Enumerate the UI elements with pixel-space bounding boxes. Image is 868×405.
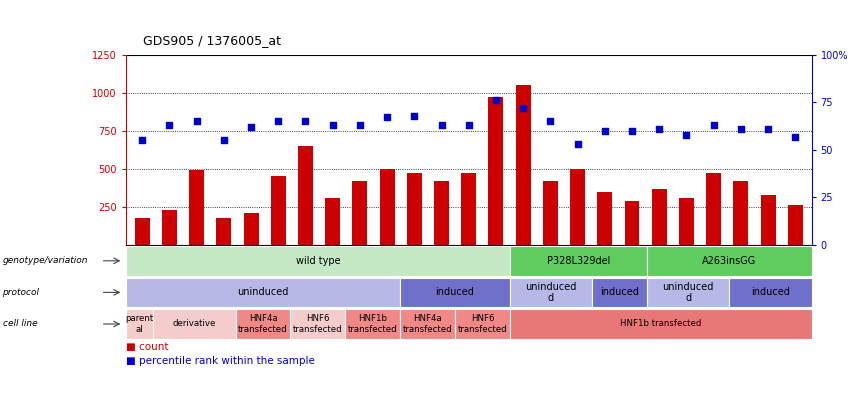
Point bbox=[707, 122, 720, 128]
Text: uninduced: uninduced bbox=[237, 288, 289, 297]
Point bbox=[625, 128, 639, 134]
Bar bbox=[570, 169, 585, 245]
Text: derivative: derivative bbox=[173, 320, 216, 328]
Text: parent
al: parent al bbox=[126, 314, 154, 334]
Point bbox=[680, 131, 694, 138]
Bar bbox=[679, 198, 694, 245]
Point bbox=[380, 114, 394, 121]
Point bbox=[489, 97, 503, 104]
Text: HNF6
transfected: HNF6 transfected bbox=[457, 314, 507, 334]
Bar bbox=[489, 96, 503, 245]
Point bbox=[543, 118, 557, 125]
Bar bbox=[597, 192, 612, 245]
Bar bbox=[516, 85, 530, 245]
Text: ■ count: ■ count bbox=[126, 342, 168, 352]
FancyBboxPatch shape bbox=[400, 309, 455, 339]
Point bbox=[326, 122, 339, 128]
Bar bbox=[733, 181, 748, 245]
FancyBboxPatch shape bbox=[510, 277, 592, 307]
Bar bbox=[788, 205, 803, 245]
Bar bbox=[652, 189, 667, 245]
FancyBboxPatch shape bbox=[126, 277, 400, 307]
Bar bbox=[407, 173, 422, 245]
Text: cell line: cell line bbox=[3, 320, 37, 328]
Point bbox=[272, 118, 286, 125]
Bar bbox=[542, 181, 558, 245]
Point bbox=[244, 124, 258, 130]
Text: uninduced
d: uninduced d bbox=[662, 281, 713, 303]
Point bbox=[190, 118, 204, 125]
FancyBboxPatch shape bbox=[647, 277, 729, 307]
Point bbox=[162, 122, 176, 128]
FancyBboxPatch shape bbox=[291, 309, 345, 339]
Text: uninduced
d: uninduced d bbox=[525, 281, 576, 303]
Bar bbox=[760, 195, 775, 245]
Text: HNF4a
transfected: HNF4a transfected bbox=[238, 314, 288, 334]
Point bbox=[217, 137, 231, 143]
FancyBboxPatch shape bbox=[126, 309, 154, 339]
FancyBboxPatch shape bbox=[400, 277, 510, 307]
Point bbox=[135, 137, 149, 143]
FancyBboxPatch shape bbox=[729, 277, 812, 307]
Text: HNF6
transfected: HNF6 transfected bbox=[293, 314, 343, 334]
Point bbox=[299, 118, 312, 125]
Bar bbox=[135, 217, 149, 245]
Text: protocol: protocol bbox=[3, 288, 40, 297]
Bar bbox=[189, 171, 204, 245]
Bar bbox=[216, 218, 231, 245]
Bar bbox=[461, 173, 477, 245]
Point bbox=[598, 128, 612, 134]
FancyBboxPatch shape bbox=[510, 246, 647, 276]
Point bbox=[462, 122, 476, 128]
Point bbox=[353, 122, 367, 128]
Bar bbox=[271, 177, 286, 245]
FancyBboxPatch shape bbox=[126, 246, 510, 276]
Bar bbox=[244, 213, 259, 245]
Bar bbox=[379, 169, 395, 245]
Text: wild type: wild type bbox=[295, 256, 340, 266]
FancyBboxPatch shape bbox=[647, 246, 812, 276]
Point bbox=[435, 122, 449, 128]
FancyBboxPatch shape bbox=[345, 309, 400, 339]
Text: induced: induced bbox=[751, 288, 790, 297]
Point bbox=[733, 126, 747, 132]
FancyBboxPatch shape bbox=[592, 277, 647, 307]
Text: P328L329del: P328L329del bbox=[547, 256, 610, 266]
Point bbox=[652, 126, 666, 132]
Bar bbox=[326, 198, 340, 245]
Bar bbox=[162, 210, 177, 245]
Point bbox=[516, 105, 530, 111]
FancyBboxPatch shape bbox=[510, 309, 812, 339]
FancyBboxPatch shape bbox=[455, 309, 510, 339]
Text: HNF1b
transfected: HNF1b transfected bbox=[348, 314, 398, 334]
FancyBboxPatch shape bbox=[235, 309, 291, 339]
Bar bbox=[298, 146, 313, 245]
Bar bbox=[624, 201, 640, 245]
Point bbox=[570, 141, 584, 147]
Point bbox=[761, 126, 775, 132]
Text: induced: induced bbox=[436, 288, 475, 297]
Text: A263insGG: A263insGG bbox=[702, 256, 756, 266]
Text: ■ percentile rank within the sample: ■ percentile rank within the sample bbox=[126, 356, 315, 366]
Point bbox=[788, 133, 802, 140]
Point bbox=[407, 112, 421, 119]
FancyBboxPatch shape bbox=[154, 309, 235, 339]
Bar bbox=[434, 181, 449, 245]
Bar bbox=[707, 173, 721, 245]
Text: induced: induced bbox=[600, 288, 639, 297]
Text: GDS905 / 1376005_at: GDS905 / 1376005_at bbox=[143, 34, 281, 47]
Text: HNF4a
transfected: HNF4a transfected bbox=[403, 314, 452, 334]
Text: HNF1b transfected: HNF1b transfected bbox=[620, 320, 701, 328]
Text: genotype/variation: genotype/variation bbox=[3, 256, 88, 265]
Bar bbox=[352, 181, 367, 245]
